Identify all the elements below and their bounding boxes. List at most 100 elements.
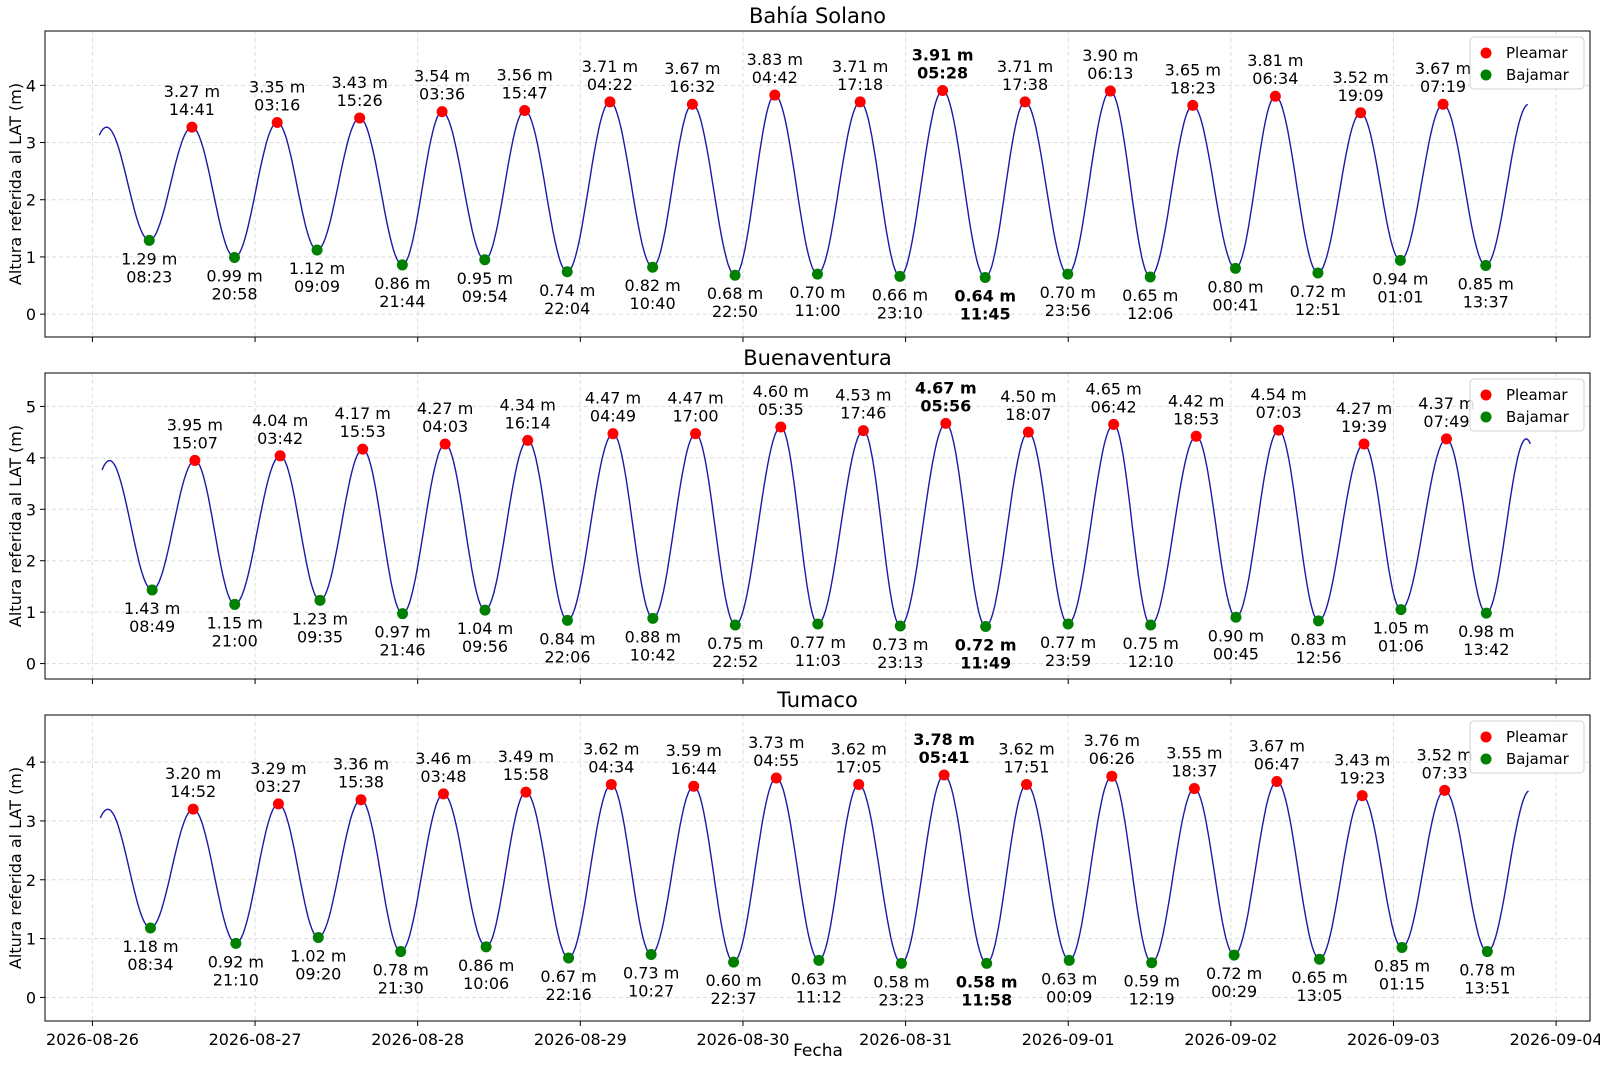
- bajamar-value-label: 1.15 m: [207, 613, 263, 632]
- panel-title: Buenaventura: [743, 346, 892, 370]
- pleamar-point: [437, 788, 449, 800]
- pleamar-value-label: 4.65 m: [1085, 379, 1141, 398]
- pleamar-time-label: 15:58: [503, 765, 549, 784]
- bajamar-point: [728, 956, 740, 968]
- bajamar-time-label: 22:52: [712, 652, 758, 671]
- bajamar-point: [1229, 262, 1241, 274]
- pleamar-value-label: 3.78 m: [913, 730, 975, 749]
- legend-pleamar-label: Pleamar: [1506, 728, 1568, 746]
- bajamar-point: [144, 922, 156, 934]
- bajamar-value-label: 0.66 m: [872, 285, 928, 304]
- bajamar-point: [561, 266, 573, 278]
- bajamar-point: [1480, 607, 1492, 619]
- pleamar-point: [1021, 778, 1033, 790]
- plot-area: [45, 31, 1590, 337]
- bajamar-value-label: 0.92 m: [208, 952, 264, 971]
- pleamar-value-label: 3.43 m: [331, 73, 387, 92]
- bajamar-value-label: 0.80 m: [1207, 277, 1263, 296]
- legend-box: [1469, 36, 1585, 90]
- pleamar-value-label: 4.17 m: [335, 404, 391, 423]
- x-tick-label: 2026-09-04: [1510, 1030, 1600, 1049]
- pleamar-point: [522, 434, 534, 446]
- bajamar-value-label: 0.74 m: [539, 281, 595, 300]
- pleamar-point: [857, 425, 869, 437]
- pleamar-value-label: 3.90 m: [1082, 46, 1138, 65]
- pleamar-value-label: 3.27 m: [164, 82, 220, 101]
- panel-2: 0 1 2 3 4 5 Buenaventura Altura referida al LAT…: [6, 346, 1591, 684]
- bajamar-value-label: 1.05 m: [1373, 619, 1429, 638]
- bajamar-time-label: 09:54: [462, 287, 508, 306]
- pleamar-point: [520, 786, 532, 798]
- bajamar-point: [981, 957, 993, 969]
- pleamar-point: [519, 105, 531, 117]
- bajamar-point: [1146, 957, 1158, 969]
- pleamar-point: [1437, 98, 1449, 110]
- bajamar-time-label: 00:41: [1212, 295, 1258, 314]
- bajamar-value-label: 0.86 m: [374, 274, 430, 293]
- y-tick-label: 0: [26, 655, 36, 674]
- pleamar-value-label: 4.37 m: [1418, 394, 1474, 413]
- pleamar-time-label: 15:53: [340, 422, 386, 441]
- pleamar-time-label: 03:27: [255, 777, 301, 796]
- bajamar-time-label: 13:37: [1463, 293, 1509, 312]
- pleamar-value-label: 3.59 m: [666, 741, 722, 760]
- pleamar-time-label: 14:52: [170, 782, 216, 801]
- pleamar-value-label: 4.53 m: [835, 386, 891, 405]
- pleamar-value-label: 3.36 m: [333, 755, 389, 774]
- y-tick-label: 2: [26, 552, 36, 571]
- bajamar-value-label: 0.98 m: [1458, 622, 1514, 641]
- bajamar-point: [397, 608, 409, 620]
- bajamar-value-label: 1.18 m: [122, 937, 178, 956]
- bajamar-point: [813, 954, 825, 966]
- pleamar-point: [686, 98, 698, 110]
- pleamar-time-label: 03:36: [419, 85, 465, 104]
- pleamar-time-label: 18:37: [1171, 762, 1217, 781]
- y-tick-label: 2: [26, 191, 36, 210]
- bajamar-point: [1312, 615, 1324, 627]
- bajamar-time-label: 13:51: [1464, 979, 1510, 998]
- legend-pleamar-label: Pleamar: [1506, 44, 1568, 62]
- bajamar-point: [729, 619, 741, 631]
- pleamar-value-label: 3.52 m: [1416, 745, 1472, 764]
- x-tick-label: 2026-09-03: [1347, 1030, 1440, 1049]
- legend-box: [1469, 720, 1585, 774]
- pleamar-value-label: 4.50 m: [1000, 387, 1056, 406]
- pleamar-value-label: 4.34 m: [500, 395, 556, 414]
- pleamar-time-label: 04:22: [587, 75, 633, 94]
- bajamar-point: [812, 618, 824, 630]
- bajamar-time-label: 01:01: [1377, 287, 1423, 306]
- bajamar-point: [894, 620, 906, 632]
- x-tick-label: 2026-08-31: [859, 1030, 952, 1049]
- bajamar-time-label: 01:15: [1379, 974, 1425, 993]
- bajamar-value-label: 0.86 m: [458, 956, 514, 975]
- bajamar-point: [1481, 946, 1493, 958]
- pleamar-value-label: 3.71 m: [997, 57, 1053, 76]
- pleamar-value-label: 3.20 m: [165, 764, 221, 783]
- y-tick-label: 2: [26, 871, 36, 890]
- pleamar-time-label: 07:49: [1423, 412, 1469, 431]
- x-tick-label: 2026-08-27: [209, 1030, 302, 1049]
- bajamar-time-label: 23:56: [1045, 301, 1091, 320]
- pleamar-time-label: 03:42: [257, 429, 303, 448]
- pleamar-time-label: 17:05: [836, 757, 882, 776]
- axes-frame: [44, 30, 1591, 338]
- pleamar-point: [688, 780, 700, 792]
- bajamar-point: [1063, 954, 1075, 966]
- bajamar-time-label: 00:29: [1211, 982, 1257, 1001]
- bajamar-value-label: 0.58 m: [956, 972, 1018, 991]
- bajamar-point: [1395, 604, 1407, 616]
- pleamar-point: [186, 121, 198, 133]
- bajamar-value-label: 0.58 m: [873, 972, 929, 991]
- bajamar-time-label: 11:58: [961, 990, 1012, 1009]
- bajamar-value-label: 0.59 m: [1124, 972, 1180, 991]
- bajamar-time-label: 11:45: [960, 305, 1011, 324]
- pleamar-time-label: 06:26: [1089, 749, 1135, 768]
- x-tick-label: 2026-08-30: [696, 1030, 789, 1049]
- pleamar-time-label: 14:41: [169, 100, 215, 119]
- pleamar-point: [1440, 433, 1452, 445]
- bajamar-point: [1062, 268, 1074, 280]
- bajamar-time-label: 12:56: [1295, 648, 1341, 667]
- bajamar-time-label: 23:10: [877, 303, 923, 322]
- x-tick-label: 2026-09-01: [1022, 1030, 1115, 1049]
- panel-1: 0 1 2 3 4 Bahía Solano Altura referida al LAT …: [6, 4, 1591, 342]
